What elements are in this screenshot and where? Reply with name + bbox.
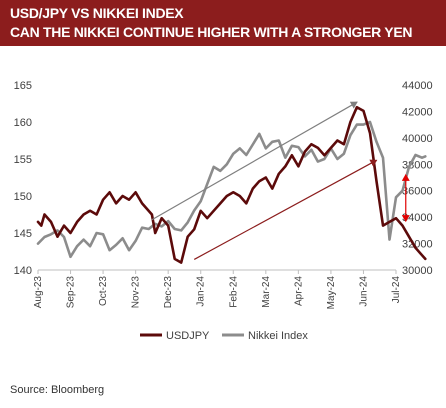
x-tick-label: Jul-24	[391, 276, 402, 304]
x-tick-label: Sep-23	[66, 276, 77, 309]
y-right-tick-label: 42000	[402, 106, 433, 118]
chart-subtitle: CAN THE NIKKEI CONTINUE HIGHER WITH A ST…	[10, 24, 413, 40]
y-left-tick-label: 165	[14, 80, 32, 92]
source-note: Source: Bloomberg	[10, 384, 105, 396]
x-tick-label: Jan-24	[196, 276, 207, 307]
y-right-tick-label: 30000	[402, 265, 433, 277]
y-right-tick-label: 36000	[402, 186, 433, 198]
y-right-tick-label: 32000	[402, 239, 433, 251]
x-tick-label: Jun-24	[358, 276, 369, 307]
y-right-tick-label: 44000	[402, 80, 433, 92]
y-right-tick-label: 38000	[402, 159, 433, 171]
y-left-tick-label: 140	[14, 265, 32, 277]
y-left-tick-label: 145	[14, 228, 32, 240]
y-left-tick-label: 160	[14, 117, 32, 129]
y-left-tick-label: 155	[14, 154, 32, 166]
usdjpy-series-line	[36, 105, 427, 264]
trend-arrow	[151, 101, 358, 221]
x-tick-label: Apr-24	[293, 276, 304, 306]
x-tick-label: Feb-24	[228, 276, 239, 308]
x-tick-label: Oct-23	[98, 276, 109, 306]
y-right-tick-label: 40000	[402, 133, 433, 145]
x-tick-label: Dec-23	[163, 276, 174, 309]
trend-arrow	[193, 159, 378, 260]
y-right-tick-label: 34000	[402, 212, 433, 224]
line-chart: Aug-23 Sep-23 Oct-23 Nov-23 Dec-23 Jan-24 Feb-…	[14, 80, 433, 342]
x-tick-label: Aug-23	[33, 276, 44, 309]
x-tick-label: Nov-23	[131, 276, 142, 309]
chart-title: USD/JPY VS NIKKEI INDEX	[10, 5, 184, 21]
x-tick-label: Mar-24	[261, 276, 272, 308]
y-left-tick-label: 150	[14, 191, 32, 203]
legend-label-nikkei: Nikkei Index	[248, 330, 308, 342]
title-banner: USD/JPY VS NIKKEI INDEX CAN THE NIKKEI C…	[0, 0, 446, 46]
x-tick-label: May-24	[326, 276, 337, 310]
nikkei-series-line	[36, 120, 427, 259]
legend-label-usdjpy: USDJPY	[166, 330, 210, 342]
